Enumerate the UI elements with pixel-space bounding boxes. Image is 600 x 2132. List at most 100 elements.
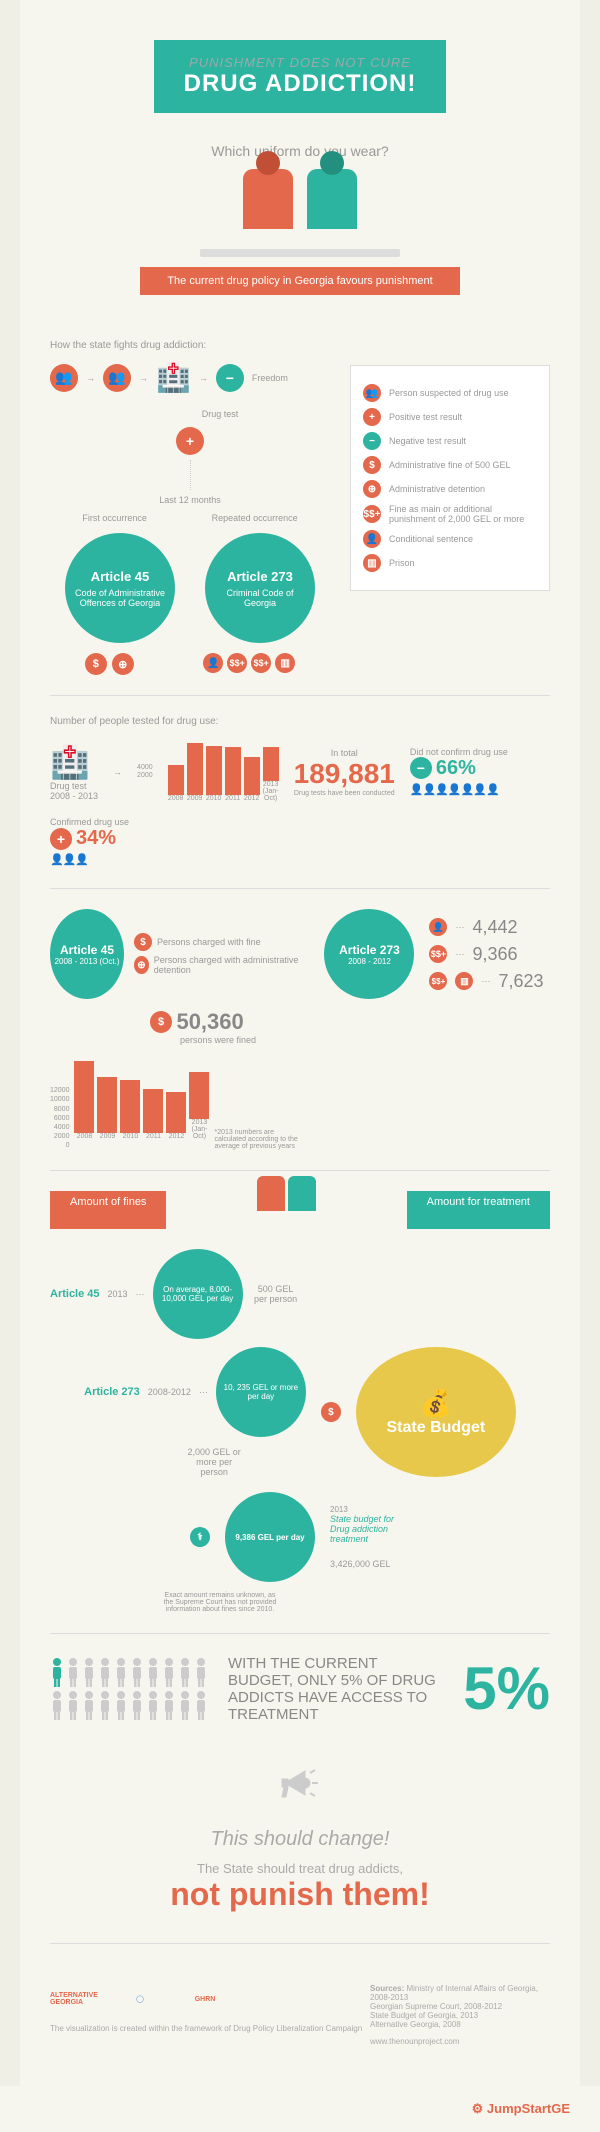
person-icon [82, 1690, 96, 1720]
footer-logos: ALTERNATIVE GEORGIA ◯ GHRN [50, 1984, 362, 2014]
police-figure [243, 169, 293, 229]
gear-icon: ⚙ [472, 2101, 484, 2116]
fine-icon-3: $ [150, 1011, 172, 1033]
budget-a273-label: Article 273 [84, 1386, 140, 1398]
neg-pct: 66% [436, 757, 476, 780]
amount-fines-ribbon: Amount of fines [50, 1191, 166, 1229]
legend-item: −Negative test result [363, 432, 537, 450]
state-budget-circle: 💰 State Budget [356, 1347, 516, 1477]
person-icon [66, 1690, 80, 1720]
legend-item: ▥Prison [363, 554, 537, 572]
banner-title: DRUG ADDICTION! [184, 70, 417, 98]
banner-ribbon: PUNISHMENT DOES NOT CURE DRUG ADDICTION! [154, 40, 447, 113]
figures-base [200, 249, 400, 257]
person-icon [130, 1657, 144, 1687]
doctor-small-icon [288, 1176, 316, 1211]
art273-row: 👤···4,442 [429, 917, 543, 938]
bar [120, 1080, 140, 1133]
jumpstart-logo: ⚙ JumpStartGE [0, 2086, 600, 2132]
access-pct: 5% [463, 1654, 550, 1723]
negative-icon: − [216, 364, 244, 392]
legend-icon: ⊕ [363, 480, 381, 498]
person-icon [82, 1657, 96, 1687]
bar [189, 1072, 209, 1119]
bar [206, 746, 222, 796]
fined-number: 50,360 [176, 1009, 243, 1034]
prison-icon: ▥ [275, 653, 295, 673]
tested-heading: Number of people tested for drug use: [50, 716, 580, 727]
bar [263, 747, 279, 781]
hospital-icon-2: 🏥 [50, 744, 90, 780]
pos-label: Confirmed drug use [50, 817, 129, 827]
art45-note: *2013 numbers are calculated according t… [214, 1129, 304, 1150]
treat-label: State budget for Drug addiction treatmen… [330, 1514, 410, 1544]
logo-ghrn: GHRN [180, 1984, 230, 2014]
person-icon [50, 1657, 64, 1687]
legend-item: $Administrative fine of 500 GEL [363, 456, 537, 474]
footer-url: www.thenounproject.com [370, 2037, 550, 2046]
legend-item: ⊕Administrative detention [363, 480, 537, 498]
total-label: In total [294, 748, 395, 758]
flow-heading: How the state fights drug addiction: [50, 340, 330, 351]
police-head-icon [256, 151, 280, 175]
megaphone-icon [20, 1753, 580, 1818]
doctor-head-icon [320, 151, 344, 175]
detention-small-icon: ⊕ [134, 956, 149, 974]
stetho-icon: ⚕ [190, 1527, 210, 1547]
bar [244, 757, 260, 796]
viz-note: The visualization is created within the … [50, 2024, 362, 2033]
question-text: Which uniform do you wear? [20, 143, 580, 159]
bar [187, 743, 203, 795]
pos-pct: 34% [76, 827, 116, 850]
doctor-figure [307, 169, 357, 229]
legend-icon: $ [363, 456, 381, 474]
legend-item: 👥Person suspected of drug use [363, 384, 537, 402]
person-icon [98, 1657, 112, 1687]
fine-label: Persons charged with fine [157, 937, 261, 947]
uniform-figures [20, 169, 580, 234]
banner-subtitle: PUNISHMENT DOES NOT CURE [184, 55, 417, 70]
change-line3: not punish them! [20, 1876, 580, 1913]
total-number: 189,881 [294, 758, 395, 790]
change-line2: The State should treat drug addicts, [20, 1861, 580, 1876]
person-icon [50, 1690, 64, 1720]
bar [74, 1061, 94, 1133]
fine-small-icon: $ [134, 933, 152, 951]
person-icon [194, 1657, 208, 1687]
legend-icon: $$+ [363, 505, 381, 523]
fined-sub: persons were fined [180, 1035, 304, 1045]
art273-row: $$+···9,366 [429, 944, 543, 965]
fine2-icon: $$+ [227, 653, 247, 673]
art273-row: $$+▥···7,623 [429, 971, 543, 992]
a273-avg-node: 10, 235 GEL or more per day [216, 1347, 306, 1437]
fine-icon: $ [85, 653, 107, 675]
person-icon [114, 1690, 128, 1720]
person-icon [162, 1657, 176, 1687]
legend-icon: ▥ [363, 554, 381, 572]
treat-total: 3,426,000 GEL [330, 1559, 410, 1569]
legend-icon: 👥 [363, 384, 381, 402]
article-45-circle: Article 45 Code of Administrative Offenc… [65, 533, 175, 643]
neg-label: Did not confirm drug use [410, 747, 508, 757]
last12-label: Last 12 months [159, 495, 221, 505]
suspect-icon: 👥 [50, 364, 78, 392]
bar [166, 1092, 186, 1133]
people-grid [50, 1657, 208, 1720]
title-banner: PUNISHMENT DOES NOT CURE DRUG ADDICTION! [20, 40, 580, 113]
dollar-icon: $ [321, 1402, 341, 1422]
sources-label: Sources: [370, 1984, 404, 1993]
policy-ribbon: The current drug policy in Georgia favou… [140, 267, 460, 295]
tested-bar-chart: 200820092010201120122013 (Jan-Oct) [168, 742, 279, 802]
person-icon [178, 1657, 192, 1687]
legend-item: $$+Fine as main or additional punishment… [363, 504, 537, 524]
legend-icon: − [363, 432, 381, 450]
detention-icon: ⊕ [112, 653, 134, 675]
person-icon [194, 1690, 208, 1720]
footer: ALTERNATIVE GEORGIA ◯ GHRN The visualiza… [20, 1964, 580, 2066]
test-period: Drug test 2008 - 2013 [50, 781, 98, 801]
a273-per: 2,000 GEL or more per person [184, 1447, 244, 1477]
neg-icon: − [410, 757, 432, 779]
legend-item: +Positive test result [363, 408, 537, 426]
drug-test-label: Drug test [202, 409, 239, 419]
bar [143, 1089, 163, 1133]
